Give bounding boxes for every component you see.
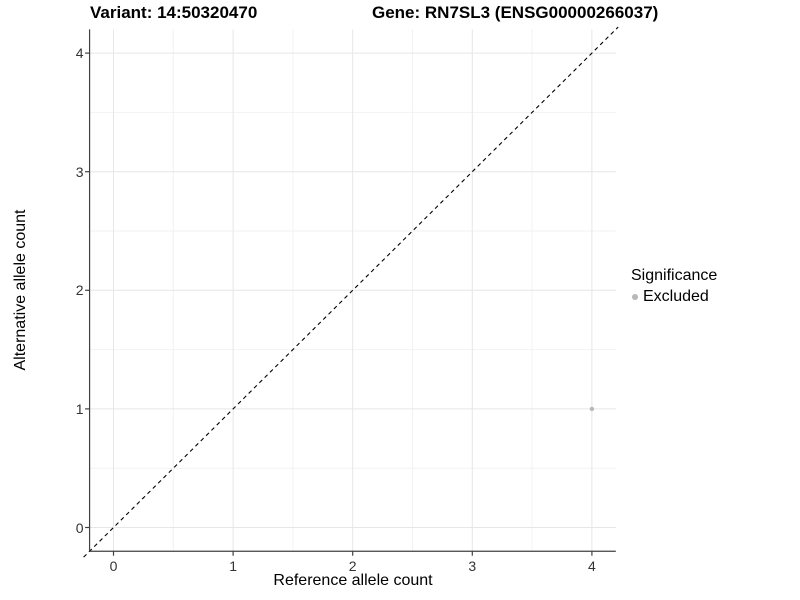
x-tick-label: 4 [587,558,596,575]
legend-entry-excluded: Excluded [631,288,717,306]
x-tick-label: 1 [229,558,237,575]
y-axis-title: Alternative allele count [12,209,29,371]
data-point-excluded [589,406,595,412]
y-tick-label: 0 [75,519,84,536]
x-tick-label: 2 [348,558,357,575]
x-axis-title: Reference allele count [273,572,433,589]
y-tick-label: 1 [75,400,84,417]
y-tick-label: 2 [75,282,84,299]
y-tick-label: 3 [75,163,84,180]
variant-title: Variant: 14:50320470 [90,3,258,22]
x-tick-label: 0 [109,558,118,575]
x-tick-label: 3 [468,558,477,575]
gene-title: Gene: RN7SL3 (ENSG00000266037) [372,3,659,22]
y-tick-label: 4 [75,45,84,62]
legend: Significance Excluded [631,267,717,306]
legend-title: Significance [631,267,718,284]
legend-entry-label: Excluded [643,288,709,305]
excluded-point-icon [632,294,638,300]
identity-reference-line [83,26,619,558]
